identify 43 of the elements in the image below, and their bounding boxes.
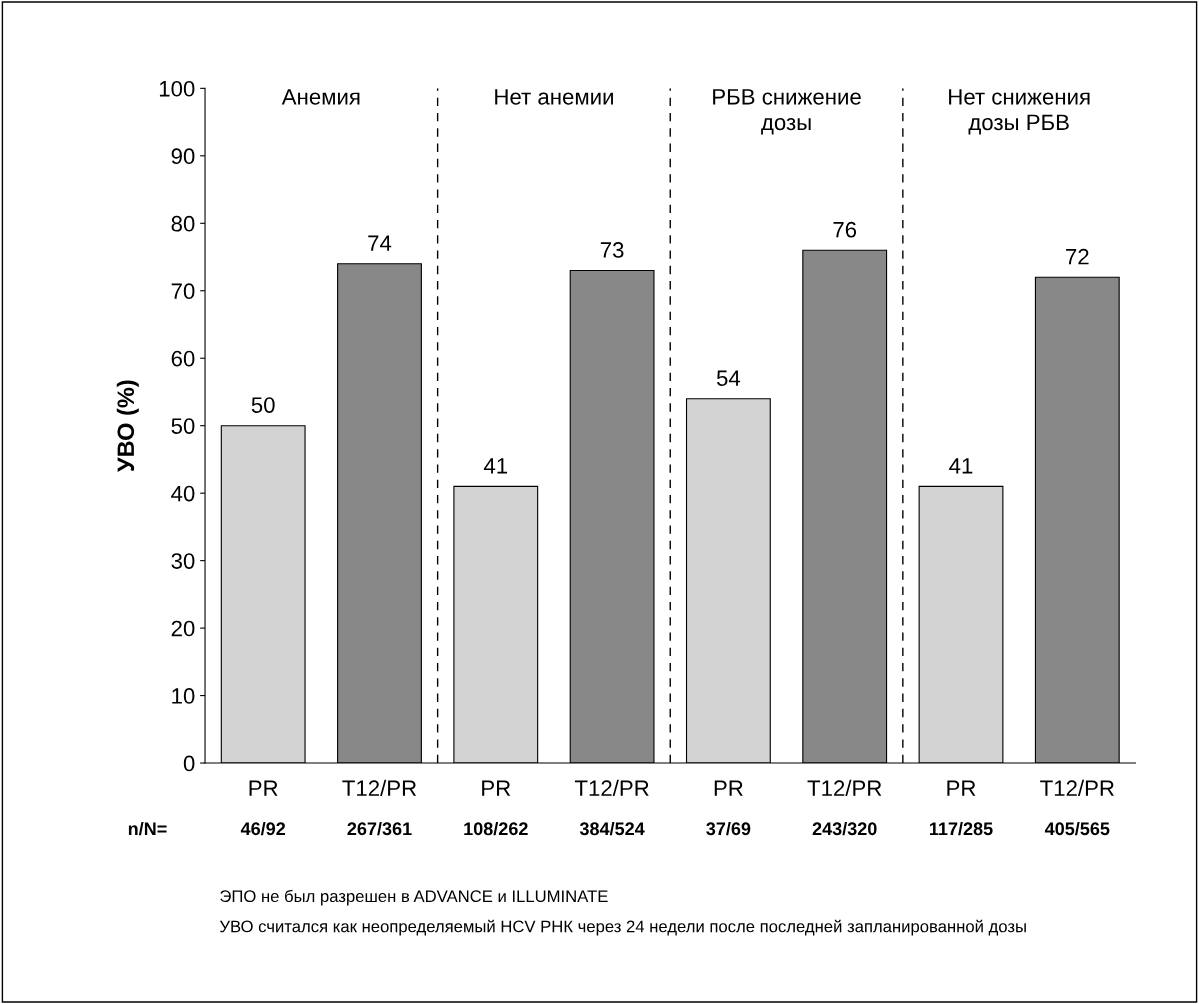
annotation: Нет анемии	[495, 89, 613, 105]
y-tick-label: 20	[171, 620, 195, 637]
text: 405/565	[1044, 821, 1110, 836]
annotation: Анемия	[281, 89, 360, 105]
y-tick-label: 80	[171, 215, 195, 232]
text: 117/285	[930, 821, 993, 836]
data-label: 72	[1066, 248, 1089, 265]
y-tick-label: 0	[183, 755, 195, 772]
data-label: 74	[368, 235, 392, 251]
text: 108/262	[464, 821, 528, 836]
text: 267/361	[347, 821, 412, 836]
text: 384/524	[579, 821, 645, 836]
data-label: 76	[833, 221, 857, 238]
y-tick-label: 100	[159, 80, 195, 97]
data-label: 50	[251, 397, 275, 413]
data-label: 41	[949, 458, 973, 474]
y-tick-label: 30	[171, 553, 195, 569]
y-tick-label: 40	[171, 485, 195, 502]
y-tick-label: 10	[172, 688, 195, 704]
x-tick-label: T12/PR	[807, 779, 882, 797]
x-tick-label: PR	[482, 780, 511, 796]
x-tick-label: T12/PR	[1040, 779, 1114, 797]
text: 37/69	[706, 821, 751, 836]
y-tick-label: 90	[171, 148, 195, 165]
y-tick-label: 60	[171, 350, 195, 367]
x-tick-label: PR	[947, 780, 976, 796]
y-axis-title: УВО (%)	[116, 380, 139, 473]
x-tick-label: T12/PR	[342, 779, 417, 797]
x-tick-label: T12/PR	[574, 779, 649, 797]
text: n/N=	[128, 821, 167, 836]
y-tick-label: 50	[171, 418, 195, 434]
annotation: РБВ снижение дозы	[713, 89, 861, 135]
text: УВО считался как неопределяемый HCV РНК через 24 недели после последней запланированной дозы	[219, 919, 1026, 936]
annotation: Нет снижения дозы РБВ	[949, 89, 1090, 135]
data-label: 41	[483, 458, 508, 474]
x-tick-label: PR	[249, 780, 278, 796]
x-tick-label: PR	[714, 780, 743, 796]
data-label: 73	[600, 242, 624, 258]
y-tick-label: 70	[171, 283, 195, 300]
text: 46/92	[240, 821, 286, 836]
data-label: 54	[716, 370, 741, 386]
text: ЭПО не был разрешен в ADVANCE и ILLUMINATE	[220, 889, 608, 906]
text: 243/320	[812, 821, 877, 836]
